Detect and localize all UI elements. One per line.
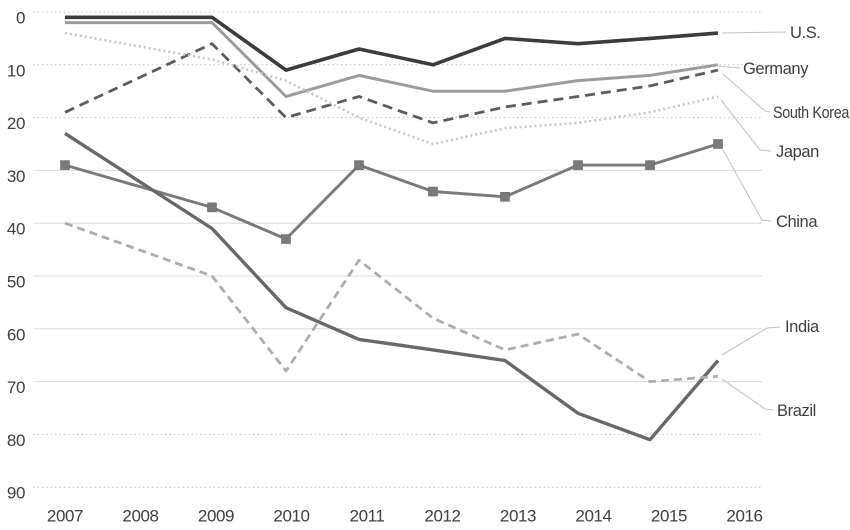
label-leader-south-korea <box>722 73 771 113</box>
y-axis-tick-label-90: 90 <box>7 484 25 503</box>
y-axis-tick-label-20: 20 <box>7 114 25 133</box>
y-axis-tick-label-40: 40 <box>7 220 25 239</box>
x-axis-tick-label-2016: 2016 <box>726 507 762 526</box>
x-axis-tick-label-2008: 2008 <box>122 507 158 526</box>
x-axis-tick-label-2014: 2014 <box>575 507 611 526</box>
series-label-u-s: U.S. <box>790 24 821 42</box>
y-axis-tick-label-80: 80 <box>7 431 25 450</box>
y-axis-tick-label-60: 60 <box>7 325 25 344</box>
china-marker <box>573 160 583 170</box>
x-axis-tick-label-2009: 2009 <box>198 507 234 526</box>
series-line-brazil <box>64 221 719 384</box>
china-marker <box>207 202 217 213</box>
china-marker <box>354 160 364 170</box>
label-leader-japan <box>720 99 772 152</box>
china-marker <box>281 234 291 244</box>
series-label-japan: Japan <box>776 143 819 161</box>
y-axis-tick-label-70: 70 <box>7 378 25 397</box>
series-line-germany <box>65 21 719 98</box>
series-label-south-korea: South Korea <box>773 104 850 122</box>
china-marker <box>428 186 438 197</box>
series-label-india: India <box>785 318 820 336</box>
label-leader-china <box>722 149 772 222</box>
y-axis-tick-label-50: 50 <box>7 273 25 292</box>
series-line-japan <box>64 31 719 146</box>
x-axis-tick-label-2012: 2012 <box>424 507 460 526</box>
y-axis-tick-label-0: 0 <box>16 9 25 28</box>
label-leader-brazil <box>721 378 774 411</box>
x-axis-tick-label-2013: 2013 <box>500 507 536 526</box>
y-axis-tick-label-10: 10 <box>7 61 25 80</box>
china-marker <box>60 160 70 170</box>
label-leader-germany <box>715 65 741 69</box>
label-leader-india <box>721 326 781 356</box>
x-axis-tick-label-2011: 2011 <box>350 507 385 526</box>
series-line-india <box>64 131 720 442</box>
series-line-u-s <box>65 15 719 72</box>
china-marker <box>713 139 723 149</box>
series-label-brazil: Brazil <box>777 402 816 420</box>
y-axis-tick-label-30: 30 <box>7 167 25 186</box>
x-axis-tick-label-2015: 2015 <box>651 507 687 526</box>
series-label-germany: Germany <box>743 60 809 78</box>
series-line-china <box>64 142 719 241</box>
series-line-south-korea <box>64 42 719 125</box>
series-label-china: China <box>776 213 818 231</box>
x-axis-tick-label-2010: 2010 <box>273 507 309 526</box>
label-leader-u-s <box>721 31 787 34</box>
china-marker <box>500 192 510 202</box>
china-marker <box>645 160 655 170</box>
x-axis-tick-label-2007: 2007 <box>47 507 83 526</box>
